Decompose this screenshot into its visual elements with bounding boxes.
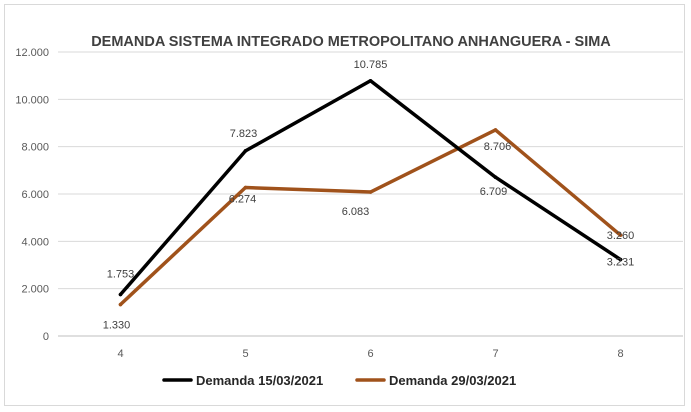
chart-title: DEMANDA SISTEMA INTEGRADO METROPOLITANO …	[91, 34, 611, 50]
x-tick-label: 7	[492, 348, 498, 360]
data-label: 7.823	[230, 128, 258, 140]
data-label: 10.785	[354, 59, 388, 71]
data-label: 1.330	[103, 320, 131, 332]
data-point	[493, 175, 498, 180]
y-tick-label: 10.000	[15, 94, 49, 106]
data-point	[368, 190, 373, 194]
x-tick-label: 5	[242, 348, 248, 360]
y-tick-label: 6.000	[21, 189, 49, 201]
series-line	[118, 79, 623, 297]
legend-label: Demanda 15/03/2021	[196, 373, 323, 388]
data-point	[618, 233, 623, 237]
data-point	[493, 128, 498, 132]
x-tick-label: 4	[117, 348, 123, 360]
data-label: 6.709	[480, 186, 508, 198]
y-tick-label: 8.000	[21, 142, 49, 154]
data-point	[243, 149, 248, 153]
data-label: 6.083	[342, 206, 370, 218]
data-label: 6.274	[229, 194, 257, 206]
legend-label: Demanda 29/03/2021	[389, 373, 516, 388]
y-tick-label: 2.000	[21, 284, 49, 296]
data-point	[618, 257, 623, 262]
y-tick-label: 12.000	[15, 47, 49, 59]
series-line	[118, 128, 623, 307]
data-label: 3.231	[607, 257, 635, 269]
x-tick-label: 8	[617, 348, 623, 360]
y-tick-label: 4.000	[21, 236, 49, 248]
data-point	[118, 292, 123, 297]
data-label: 3.260	[607, 230, 635, 242]
data-label: 1.753	[107, 269, 135, 281]
x-tick-label: 6	[367, 348, 373, 360]
y-tick-label: 0	[43, 331, 49, 343]
data-point	[368, 78, 373, 83]
data-label: 8.706	[484, 141, 512, 153]
data-point	[118, 302, 123, 307]
chart-frame	[4, 4, 685, 406]
data-point	[243, 185, 248, 190]
